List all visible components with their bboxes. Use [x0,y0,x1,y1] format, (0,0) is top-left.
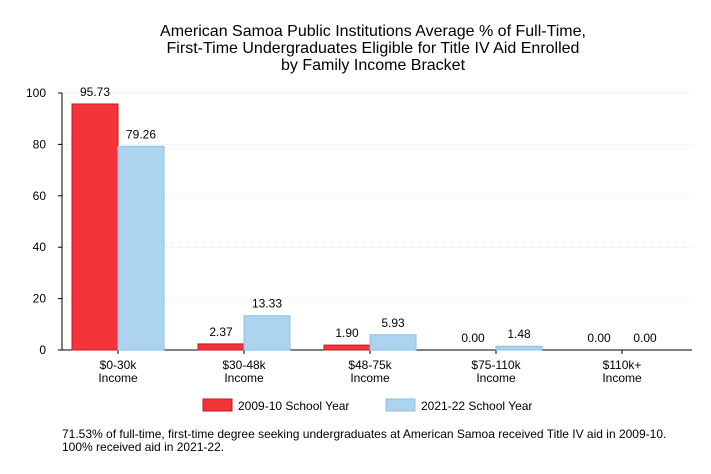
bar-value-label: 13.33 [252,297,282,311]
y-tick-label: 20 [33,292,47,306]
bar-value-label: 2.37 [209,325,233,339]
bar-value-label: 1.90 [335,326,359,340]
bar-value-label: 5.93 [381,316,405,330]
x-tick-label: Income [350,371,390,385]
bar [243,315,291,351]
bar [71,103,119,351]
y-tick-label: 100 [26,86,46,100]
x-tick-label: Income [98,371,138,385]
bar-value-label: 0.00 [587,331,611,345]
value-labels: 95.73 79.26 2.37 13.33 1.90 5.93 0.00 1.48 0.00 0… [80,85,657,345]
bar [197,343,245,351]
x-tick-label: $0-30k [100,358,138,372]
bar [369,334,417,351]
x-tick-label: Income [224,371,264,385]
x-tick-label: $48-75k [348,358,392,372]
bar-value-label: 1.48 [507,327,531,341]
bars [71,103,543,351]
bar [117,145,165,351]
legend-label: 2009-10 School Year [238,399,349,413]
bar-value-label: 0.00 [633,331,657,345]
legend-label: 2021-22 School Year [421,399,532,413]
x-tick-label: $110k+ [603,358,642,372]
bar-value-label: 79.26 [126,127,156,141]
footnote: 71.53% of full-time, first-time degree s… [62,427,667,454]
bar [323,344,371,351]
legend: 2009-10 School Year 2021-22 School Year [202,398,532,413]
x-tick-label: Income [476,371,516,385]
x-tick-label: Income [602,371,642,385]
chart-title-line: First-Time Undergraduates Eligible for T… [167,40,580,57]
y-tick-label: 60 [33,189,47,203]
chart-title-line: American Samoa Public Institutions Avera… [160,23,586,40]
legend-swatch [385,398,416,412]
y-tick-label: 80 [33,137,47,151]
x-tick-label: $75-110k [471,358,521,372]
bar-value-label: 0.00 [461,331,485,345]
y-tick-label: 0 [39,343,46,357]
bar [495,345,543,351]
y-tick-label: 40 [33,240,47,254]
legend-swatch [202,398,233,412]
chart-title-line: by Family Income Bracket [281,57,466,74]
axes: 020406080100$0-30kIncome$30-48kIncome$48… [26,86,692,385]
bar-value-label: 95.73 [80,85,110,99]
x-tick-label: $30-48k [222,358,266,372]
chart-title: American Samoa Public Institutions Avera… [160,23,586,74]
gridlines [62,92,692,300]
